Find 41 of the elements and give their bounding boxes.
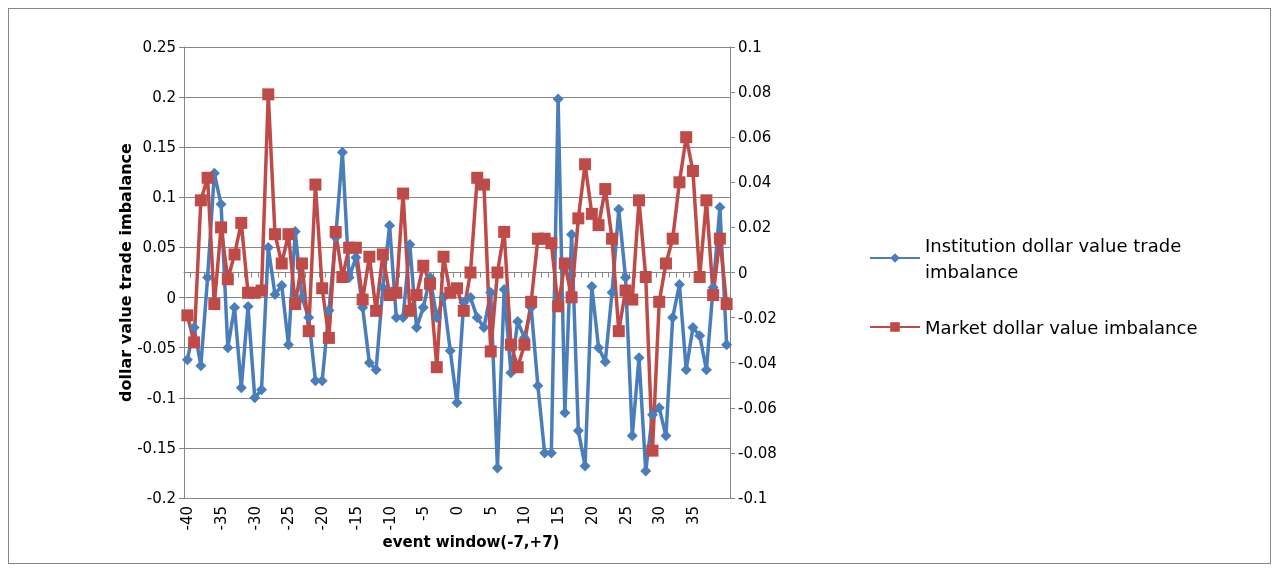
y2-tick-label: -0.02	[738, 308, 777, 327]
x-tick-label: 30	[650, 506, 669, 526]
x-tick-label: -20	[313, 506, 332, 531]
x-tick-label: -35	[212, 506, 231, 531]
y2-tick-label: 0.06	[738, 128, 772, 147]
legend-label: Market dollar value imbalance	[925, 316, 1198, 338]
y2-tick-label: 0.02	[738, 218, 772, 237]
y-tick-label: -0.15	[137, 438, 176, 457]
x-tick-label: -30	[245, 506, 264, 531]
y-tick-label: 0.15	[142, 138, 176, 157]
x-tick-label: 35	[683, 506, 702, 526]
y2-tick-label: 0.1	[738, 38, 762, 56]
y2-tick-label: -0.1	[738, 489, 768, 507]
y-axis-title: dollar value trade imbalance	[115, 142, 135, 402]
y2-tick-label: 0.08	[738, 83, 772, 102]
x-tick-label: -15	[346, 506, 365, 531]
x-tick-label: 20	[582, 506, 601, 526]
x-tick-label: -40	[178, 506, 197, 531]
y2-tick-label: 0	[738, 263, 748, 282]
y-tick-label: -0.05	[137, 338, 176, 357]
x-tick-label: 5	[481, 506, 500, 516]
x-tick-label: -25	[279, 506, 298, 531]
y2-tick-label: 0.04	[738, 173, 772, 192]
x-tick-label: 15	[549, 506, 568, 526]
y2-tick-label: -0.04	[738, 353, 777, 372]
y2-tick-label: -0.08	[738, 443, 777, 462]
y-tick-label: 0	[166, 288, 176, 307]
x-tick-label: 10	[515, 506, 534, 526]
y-tick-label: 0.25	[142, 38, 176, 56]
y-tick-label: 0.1	[152, 188, 176, 207]
x-tick-label: 0	[448, 506, 466, 516]
legend-label: Institution dollar value trade imbalance	[925, 234, 1188, 282]
y-tick-label: -0.1	[146, 388, 176, 407]
x-tick-label: 25	[616, 506, 635, 526]
x-tick-label: -10	[380, 506, 399, 531]
y-tick-label: 0.2	[152, 88, 176, 107]
x-tick-label: -5	[414, 506, 433, 521]
x-axis-title: event window(-7,+7)	[382, 532, 560, 551]
y-tick-label: 0.05	[142, 238, 176, 257]
y2-tick-label: -0.06	[738, 398, 777, 417]
y-tick-label: -0.2	[146, 489, 176, 507]
